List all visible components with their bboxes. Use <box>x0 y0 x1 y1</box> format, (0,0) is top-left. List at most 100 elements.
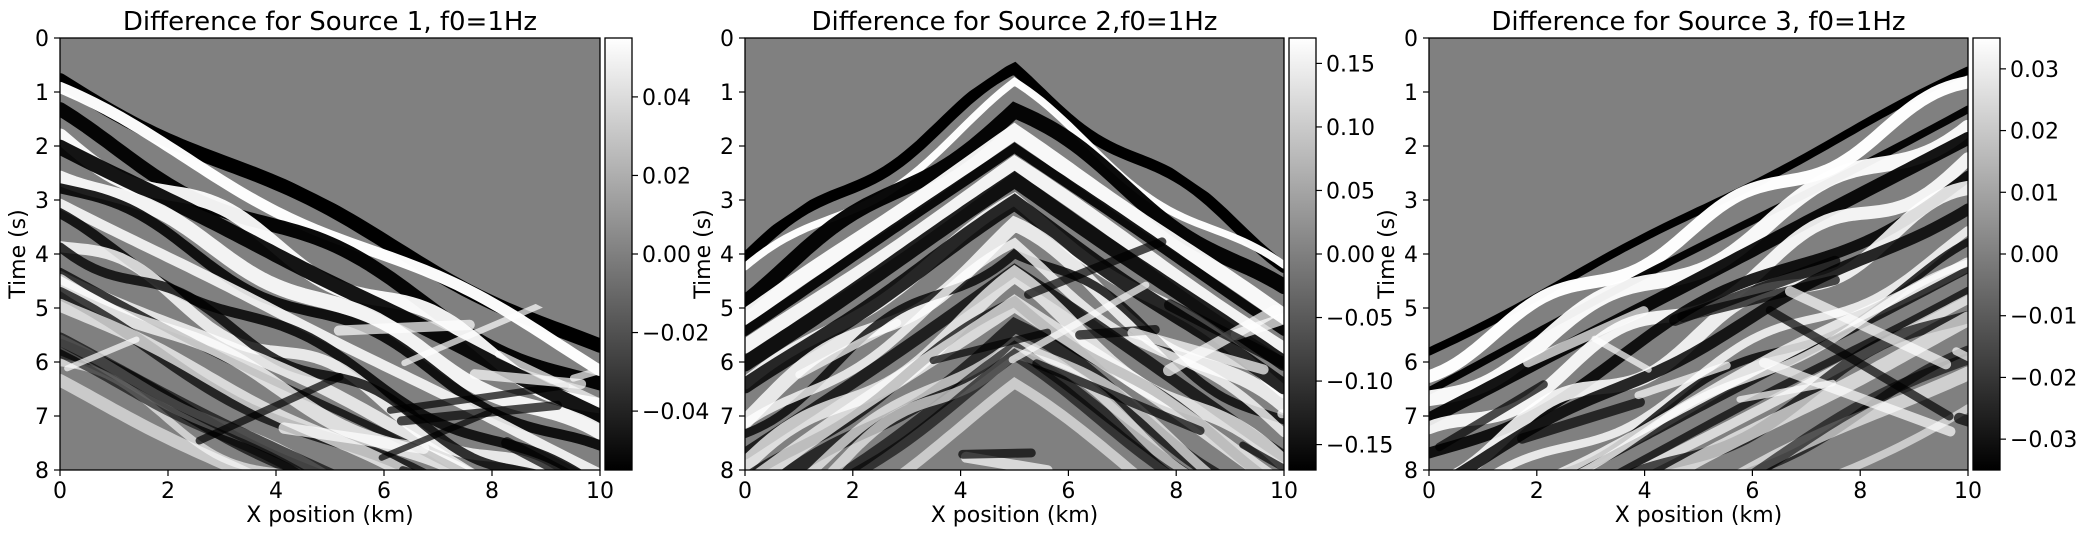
y-tick-label: 0 <box>35 27 49 52</box>
y-axis-label: Time (s) <box>691 209 716 299</box>
y-tick-label: 3 <box>35 189 49 214</box>
x-tick-label: 0 <box>53 479 67 504</box>
pre-arrival-zone <box>745 38 1284 245</box>
colorbar <box>605 38 632 470</box>
colorbar-tick-label: −0.02 <box>642 322 709 347</box>
y-tick-label: 4 <box>1404 243 1418 268</box>
x-tick-label: 6 <box>1061 479 1075 504</box>
scattered-event <box>195 373 344 445</box>
y-tick-label: 7 <box>720 405 734 430</box>
wavefront-event <box>1750 352 1968 470</box>
x-tick-label: 2 <box>1530 479 1544 504</box>
y-tick-label: 7 <box>1404 405 1418 430</box>
scattered-event <box>501 437 571 470</box>
colorbar-tick-label: 0.04 <box>642 86 691 111</box>
y-tick-label: 2 <box>1404 135 1418 160</box>
y-tick-label: 8 <box>720 459 734 484</box>
y-tick-label: 6 <box>1404 351 1418 376</box>
colorbar-tick-label: 0.00 <box>642 243 691 268</box>
scattered-event <box>1784 286 1952 370</box>
x-tick-label: 2 <box>846 479 860 504</box>
colorbar-tick-label: −0.04 <box>642 400 709 425</box>
wavefront-event <box>745 122 1284 325</box>
y-tick-label: 6 <box>720 351 734 376</box>
colorbar-tick-label: −0.03 <box>2010 428 2077 453</box>
chart-title: Difference for Source 2,f0=1Hz <box>812 7 1218 37</box>
wavefront-event <box>1577 259 1968 470</box>
heatmap-image <box>60 38 600 470</box>
scattered-event <box>1517 397 1645 444</box>
scattered-event <box>1591 335 1652 373</box>
y-tick-label: 5 <box>1404 297 1418 322</box>
y-tick-label: 1 <box>720 81 734 106</box>
y-tick-label: 4 <box>35 243 49 268</box>
scattered-event <box>386 382 570 414</box>
scattered-event <box>396 400 563 426</box>
y-tick-label: 2 <box>35 135 49 160</box>
wavefront-event <box>60 332 336 470</box>
x-axis-label: X position (km) <box>1615 503 1783 528</box>
wavefront-event <box>60 274 475 470</box>
colorbar-tick-label: −0.10 <box>1326 370 1393 395</box>
wavefront-event <box>1663 311 1968 470</box>
y-tick-label: 8 <box>35 459 49 484</box>
x-tick-label: 4 <box>1638 479 1652 504</box>
wavefront-event <box>745 264 1284 470</box>
scattered-event <box>960 451 1053 470</box>
scattered-event <box>278 422 430 454</box>
scattered-event <box>1765 306 1954 421</box>
wavefront-event <box>60 81 600 377</box>
scattered-event <box>795 318 902 379</box>
wavefront-event <box>1837 404 1968 470</box>
wavefront-event <box>1429 75 1968 383</box>
wavefront-event <box>60 374 254 470</box>
y-tick-label: 0 <box>1404 27 1418 52</box>
scattered-event <box>1758 357 1956 437</box>
y-tick-label: 2 <box>720 135 734 160</box>
x-tick-label: 8 <box>1853 479 1867 504</box>
x-tick-label: 0 <box>738 479 752 504</box>
colorbar-tick-label: −0.15 <box>1326 434 1393 459</box>
scattered-event <box>1736 379 1836 403</box>
wavefront-event <box>745 248 1284 438</box>
colorbar-tick-label: 0.01 <box>2010 181 2059 206</box>
panel-2: Difference for Source 2,f0=1Hz 0 2 4 6 8 10 0 1 2… <box>691 7 1393 528</box>
x-tick-label: 8 <box>1169 479 1183 504</box>
x-axis-label: X position (km) <box>246 503 414 528</box>
wavefront-event <box>745 154 1284 357</box>
wavefront-event <box>754 294 1274 470</box>
heatmap-image <box>745 38 1284 470</box>
x-tick-label: 0 <box>1422 479 1436 504</box>
colorbar-tick-label: 0.00 <box>2010 243 2059 268</box>
scattered-event <box>1952 347 1968 362</box>
scattered-event <box>64 336 140 372</box>
scattered-event <box>1127 327 1269 375</box>
scattered-event <box>929 328 1052 365</box>
wavefront-event <box>1736 366 1968 470</box>
x-tick-label: 4 <box>269 479 283 504</box>
chart-title: Difference for Source 3, f0=1Hz <box>1491 7 1905 37</box>
y-tick-label: 0 <box>720 27 734 52</box>
wavefront-event <box>745 142 1284 337</box>
y-tick-label: 5 <box>35 297 49 322</box>
x-tick-label: 6 <box>1745 479 1759 504</box>
chart-title: Difference for Source 1, f0=1Hz <box>123 7 537 37</box>
colorbar-tick-label: 0.15 <box>1326 52 1375 77</box>
colorbar-tick-label: 0.05 <box>1326 179 1375 204</box>
wavefront-event <box>745 237 1284 438</box>
wavefront-event <box>60 242 539 470</box>
scattered-event <box>1008 281 1150 364</box>
x-tick-label: 6 <box>377 479 391 504</box>
pre-arrival-zone <box>60 38 600 337</box>
wavefront-event <box>745 61 1284 274</box>
pre-arrival-zone <box>1429 38 1968 337</box>
scattered-event <box>399 466 418 470</box>
colorbar <box>1289 38 1316 470</box>
heatmap-image <box>1429 38 1968 470</box>
wavefront-event <box>898 377 1139 470</box>
y-axis-label: Time (s) <box>1375 209 1400 299</box>
x-tick-label: 4 <box>954 479 968 504</box>
scattered-event <box>1032 359 1205 435</box>
y-tick-label: 7 <box>35 405 49 430</box>
